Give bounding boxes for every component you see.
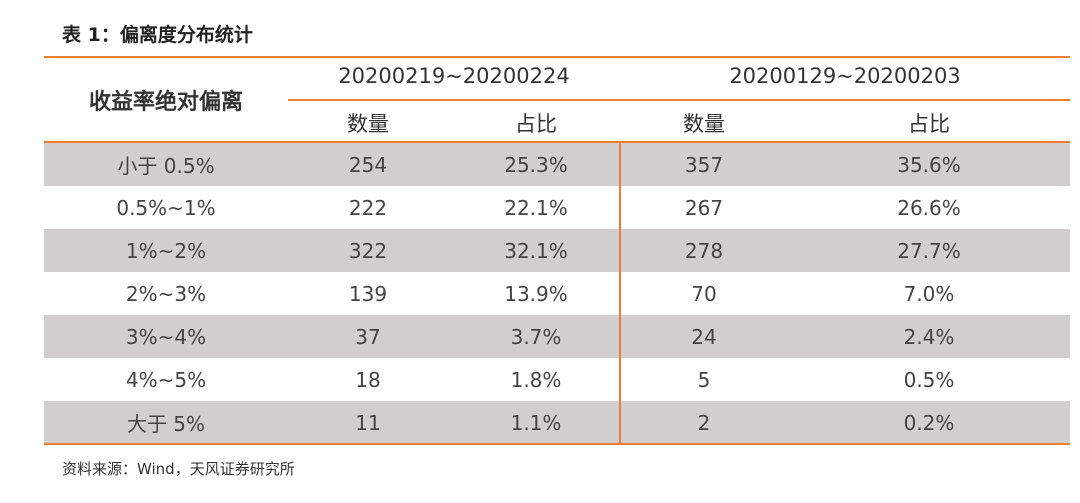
count-period-2: 357 [684, 152, 724, 177]
share-period-1: 13.9% [504, 281, 568, 306]
table-row: 大于 5% 11 1.1% 2 0.2% [44, 401, 1070, 444]
bottom-rule [44, 443, 1070, 445]
share-period-2: 35.6% [897, 152, 961, 177]
share-period-2: 0.2% [903, 410, 955, 435]
count-period-1: 222 [348, 195, 388, 220]
count-period-2: 5 [697, 367, 711, 392]
count-period-2: 267 [684, 195, 724, 220]
subheader-count-1: 数量 [347, 112, 389, 136]
table-row: 1%~2% 322 32.1% 278 27.7% [44, 229, 1070, 272]
table-row: 3%~4% 37 3.7% 24 2.4% [44, 315, 1070, 358]
row-label: 大于 5% [126, 412, 206, 436]
sub-rule [288, 99, 1070, 101]
row-label: 4%~5% [125, 367, 207, 392]
source-note: 资料来源：Wind，天风证券研究所 [62, 460, 295, 478]
share-period-2: 27.7% [897, 238, 961, 263]
period-header-1: 20200219~20200224 [338, 64, 570, 88]
count-period-1: 254 [348, 152, 388, 177]
header-rule [44, 141, 1070, 143]
row-label: 小于 0.5% [117, 154, 215, 178]
row-header: 收益率绝对偏离 [88, 89, 243, 115]
subheader-count-2: 数量 [683, 112, 725, 136]
share-period-2: 26.6% [897, 195, 961, 220]
share-period-2: 0.5% [903, 367, 955, 392]
share-period-1: 1.8% [510, 367, 562, 392]
share-period-2: 7.0% [903, 281, 955, 306]
table-title: 表 1：偏离度分布统计 [62, 24, 253, 46]
top-rule [44, 56, 1070, 58]
subheader-pct-1: 占比 [515, 112, 557, 136]
count-period-1: 11 [355, 410, 381, 435]
share-period-1: 32.1% [504, 238, 568, 263]
share-period-1: 25.3% [504, 152, 568, 177]
subheader-pct-2: 占比 [908, 112, 950, 136]
count-period-2: 278 [684, 238, 724, 263]
count-period-1: 18 [355, 367, 381, 392]
table-row: 4%~5% 18 1.8% 5 0.5% [44, 358, 1070, 401]
table-row: 小于 0.5% 254 25.3% 357 35.6% [44, 143, 1070, 186]
count-period-2: 2 [697, 410, 711, 435]
row-label: 3%~4% [125, 324, 207, 349]
row-label: 1%~2% [125, 238, 207, 263]
period-divider [619, 143, 621, 443]
share-period-1: 22.1% [504, 195, 568, 220]
table-row: 0.5%~1% 222 22.1% 267 26.6% [44, 186, 1070, 229]
count-period-1: 322 [348, 238, 388, 263]
row-label: 2%~3% [125, 281, 207, 306]
share-period-2: 2.4% [903, 324, 955, 349]
row-label: 0.5%~1% [116, 195, 216, 220]
count-period-1: 37 [355, 324, 381, 349]
count-period-2: 24 [691, 324, 717, 349]
count-period-2: 70 [691, 281, 717, 306]
share-period-1: 1.1% [510, 410, 562, 435]
table-row: 2%~3% 139 13.9% 70 7.0% [44, 272, 1070, 315]
count-period-1: 139 [348, 281, 388, 306]
share-period-1: 3.7% [510, 324, 562, 349]
period-header-2: 20200129~20200203 [729, 64, 961, 88]
